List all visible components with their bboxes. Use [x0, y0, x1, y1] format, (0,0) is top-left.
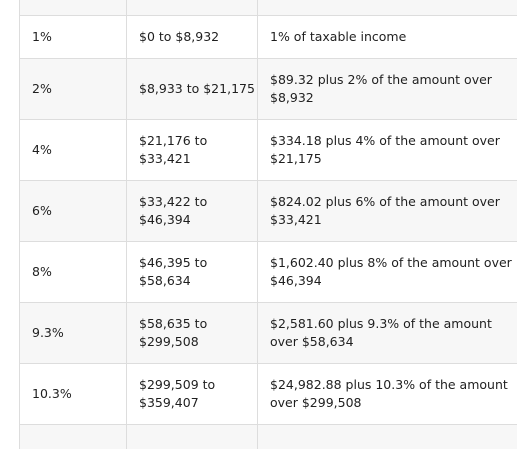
tax-bracket-table: 1% $0 to $8,932 1% of taxable income 2% … [19, 0, 517, 449]
rate-cell: 1% [20, 16, 127, 59]
rate-cell: 6% [20, 181, 127, 242]
tax-owed-cell: 1% of taxable income [258, 16, 518, 59]
income-range-cell: $33,422 to $46,394 [127, 181, 258, 242]
tax-owed-cell: $2,581.60 plus 9.3% of the amount over $… [258, 303, 518, 364]
table-cell [20, 425, 127, 449]
tax-bracket-table-container: 1% $0 to $8,932 1% of taxable income 2% … [19, 0, 517, 449]
tax-owed-cell: $89.32 plus 2% of the amount over $8,932 [258, 59, 518, 120]
table-row: 10.3% $299,509 to $359,407 $24,982.88 pl… [20, 364, 518, 425]
income-range-cell: $299,509 to $359,407 [127, 364, 258, 425]
rate-cell: 8% [20, 242, 127, 303]
income-range-cell: $0 to $8,932 [127, 16, 258, 59]
table-cell [20, 0, 127, 16]
rate-cell: 10.3% [20, 364, 127, 425]
tax-owed-cell: $24,982.88 plus 10.3% of the amount over… [258, 364, 518, 425]
table-row: 9.3% $58,635 to $299,508 $2,581.60 plus … [20, 303, 518, 364]
income-range-cell: $8,933 to $21,175 [127, 59, 258, 120]
tax-owed-cell: $1,602.40 plus 8% of the amount over $46… [258, 242, 518, 303]
rate-cell: 4% [20, 120, 127, 181]
rate-cell: 2% [20, 59, 127, 120]
table-row: 4% $21,176 to $33,421 $334.18 plus 4% of… [20, 120, 518, 181]
table-row: 1% $0 to $8,932 1% of taxable income [20, 16, 518, 59]
table-cell [127, 425, 258, 449]
table-cell [258, 425, 518, 449]
table-cell [258, 0, 518, 16]
income-range-cell: $21,176 to $33,421 [127, 120, 258, 181]
table-row-partial-top [20, 0, 518, 16]
income-range-cell: $46,395 to $58,634 [127, 242, 258, 303]
table-row: 6% $33,422 to $46,394 $824.02 plus 6% of… [20, 181, 518, 242]
tax-owed-cell: $824.02 plus 6% of the amount over $33,4… [258, 181, 518, 242]
rate-cell: 9.3% [20, 303, 127, 364]
tax-owed-cell: $334.18 plus 4% of the amount over $21,1… [258, 120, 518, 181]
table-row: 8% $46,395 to $58,634 $1,602.40 plus 8% … [20, 242, 518, 303]
table-row-partial-bottom [20, 425, 518, 449]
income-range-cell: $58,635 to $299,508 [127, 303, 258, 364]
table-cell [127, 0, 258, 16]
table-row: 2% $8,933 to $21,175 $89.32 plus 2% of t… [20, 59, 518, 120]
